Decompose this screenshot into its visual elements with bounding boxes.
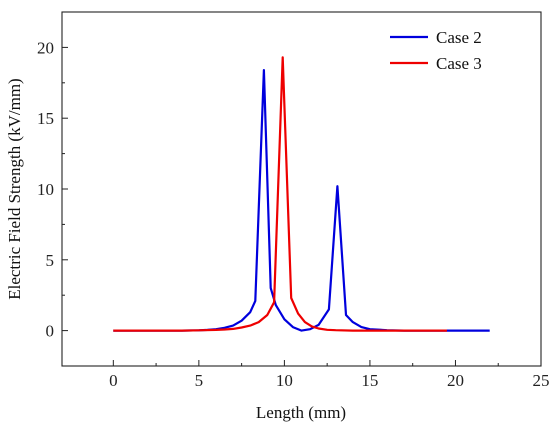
y-tick-label: 0	[46, 322, 55, 341]
x-tick-label: 15	[361, 371, 378, 390]
series-lines	[113, 56, 490, 332]
legend-label-case-2: Case 2	[436, 28, 482, 47]
x-axis-label: Length (mm)	[256, 403, 346, 422]
x-tick-label: 10	[276, 371, 293, 390]
y-tick-label: 20	[37, 38, 54, 57]
x-tick-label: 25	[533, 371, 550, 390]
series-line-case-3	[113, 56, 447, 332]
y-tick-label: 10	[37, 180, 54, 199]
x-axis-ticks: 0 5 10 15 20 25	[109, 360, 550, 390]
legend-label-case-3: Case 3	[436, 54, 482, 73]
x-tick-label: 5	[195, 371, 204, 390]
series-line-case-2	[113, 69, 490, 332]
x-tick-label: 0	[109, 371, 118, 390]
y-tick-label: 5	[46, 251, 55, 270]
legend: Case 2 Case 3	[390, 28, 482, 73]
x-tick-label: 20	[447, 371, 464, 390]
y-axis-label: Electric Field Strength (kV/mm)	[5, 78, 24, 299]
y-axis-ticks: 0 5 10 15 20	[37, 38, 68, 341]
y-tick-label: 15	[37, 109, 54, 128]
